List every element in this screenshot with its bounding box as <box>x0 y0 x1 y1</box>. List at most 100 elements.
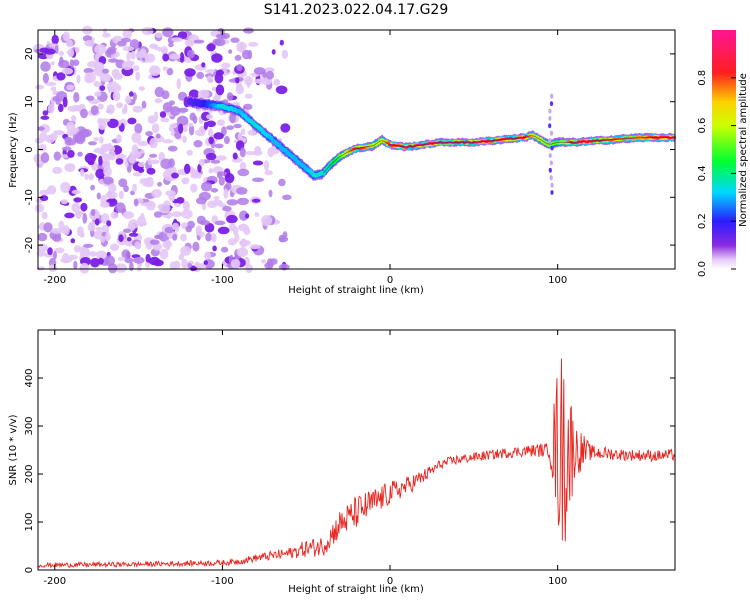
spectrogram-noise-blob <box>84 40 95 47</box>
spectrogram-noise-blob <box>229 222 236 232</box>
spectrogram-noise-blob <box>83 243 94 248</box>
spectrogram-noise-blob <box>107 46 117 52</box>
spectrogram-noise-blob <box>165 245 171 251</box>
spectrogram-noise-blob <box>79 262 90 274</box>
spectrogram-noise-blob <box>254 212 260 217</box>
spectrogram-noise-blob <box>100 236 106 243</box>
spectrogram-noise-blob <box>72 59 80 66</box>
spectrogram-noise-blob <box>73 245 81 253</box>
spectrogram-noise-blob <box>161 90 170 100</box>
spectrogram-spike-blob <box>550 93 554 99</box>
spectrogram-noise-blob <box>201 181 212 192</box>
spectrogram-noise-blob <box>203 260 208 265</box>
spectrogram-noise-blob <box>266 70 274 80</box>
spectrogram-noise-blob <box>141 27 154 35</box>
spectrogram-noise-blob <box>225 182 232 191</box>
spectrogram-spike-blob <box>548 116 552 121</box>
spectrogram-noise-blob <box>206 43 216 52</box>
spectrogram-noise-blob <box>64 212 75 219</box>
y-tick-label: -10 <box>24 189 35 205</box>
snr-series <box>37 358 676 569</box>
spectrogram-noise-blob <box>264 170 274 176</box>
spectrogram-noise-blob <box>188 124 195 136</box>
spectrogram-noise-blob <box>122 45 135 52</box>
spectrogram-noise-blob <box>245 93 253 99</box>
spectrogram-noise-blob <box>118 234 124 242</box>
spectrogram-noise-blob <box>59 227 69 234</box>
spectrogram-noise-blob <box>281 49 289 59</box>
spectrogram-noise-blob <box>212 245 217 252</box>
spectrogram-noise-blob <box>58 103 64 113</box>
spectrogram-noise-blob <box>236 247 249 257</box>
spectrogram-noise-blob <box>214 73 224 84</box>
spectrogram-noise-blob <box>166 67 174 76</box>
spectrogram-noise-blob <box>132 105 143 113</box>
spectrogram-noise-blob <box>217 226 230 235</box>
spectrogram-noise-blob <box>185 225 192 233</box>
spectrogram-spike-blob <box>548 138 552 144</box>
spectrogram-noise-blob <box>215 69 224 76</box>
spectrogram-noise-blob <box>165 190 176 197</box>
spectrogram-noise-blob <box>203 121 208 130</box>
spectrogram-noise-blob <box>189 167 195 175</box>
spectrogram-noise-blob <box>237 197 249 206</box>
spectrogram-noise-blob <box>133 198 139 207</box>
spectrogram-noise-blob <box>71 202 81 213</box>
spectrogram-noise-blob <box>252 160 264 166</box>
snr-plot-area <box>38 330 675 570</box>
spectrogram-noise-blob <box>162 102 172 113</box>
spectrogram-noise-blob <box>181 177 190 185</box>
spectrogram-ridge-segment <box>265 133 270 137</box>
spectrogram-noise-blob <box>74 47 80 54</box>
spectrogram-noise-blob <box>118 190 124 200</box>
spectrogram-noise-blob <box>94 44 107 55</box>
spectrogram-noise-blob <box>133 256 145 264</box>
spectrogram-noise-blob <box>99 136 104 144</box>
spectrogram-noise-blob <box>168 42 174 48</box>
spectrogram-noise-blob <box>38 144 47 152</box>
spectrogram-noise-blob <box>241 49 251 60</box>
spectrogram-noise-blob <box>98 155 103 166</box>
spectrogram-noise-blob <box>269 258 278 265</box>
spectrogram-ridge-segment <box>269 136 274 140</box>
spectrogram-noise-blob <box>123 103 128 114</box>
spectrogram-noise-blob <box>149 43 158 49</box>
spectrogram-noise-blob <box>97 257 104 265</box>
spectrogram-noise-blob <box>141 52 149 58</box>
spectrogram-noise-blob <box>223 188 229 199</box>
x-tick-label: -100 <box>211 576 234 587</box>
spectrogram-noise-blob <box>233 123 242 129</box>
snr-x-ticks: -200 -100 0 100 <box>43 330 567 587</box>
spectrogram-noise-blob <box>71 189 81 195</box>
spectrogram-noise-blob <box>145 253 151 263</box>
spectrogram-noise-blob <box>88 173 94 181</box>
spectrogram-noise-blob <box>40 152 50 164</box>
spectrogram-noise-blob <box>236 187 248 195</box>
spectrogram-noise-blob <box>187 49 195 59</box>
spectrogram-noise-blob <box>102 68 110 74</box>
spectrogram-noise-blob <box>138 86 145 91</box>
spectrogram-noise-blob <box>45 82 57 86</box>
spectrogram-spike-blob <box>550 190 554 195</box>
spectrogram-noise-blob <box>53 251 57 260</box>
spectrogram-noise-blob <box>230 258 241 269</box>
spectrogram-noise-blob <box>118 178 128 188</box>
spectrogram-noise-blob <box>102 176 114 185</box>
spectrogram-noise-blob <box>167 145 178 152</box>
spectrogram-noise-blob <box>115 202 126 213</box>
spectrogram-noise-blob <box>279 39 284 46</box>
spectrogram-noise-blob <box>254 145 262 155</box>
spectrogram-noise-blob <box>73 92 80 103</box>
spectrogram-noise-blob <box>192 241 200 252</box>
spectrogram-noise-blob <box>243 27 254 34</box>
spectrogram-noise-blob <box>224 173 235 184</box>
spectrogram-noise-blob <box>135 50 145 59</box>
spectrogram-noise-blob <box>42 73 50 84</box>
spectrogram-noise-blob <box>107 118 119 129</box>
spectrogram-noise-blob <box>87 223 96 232</box>
spectrogram-noise-blob <box>131 132 142 144</box>
spectrogram-noise-blob <box>93 61 105 70</box>
spectrogram-noise-blob <box>43 48 56 55</box>
spectrogram-noise-blob <box>137 265 142 272</box>
spectrogram-noise-blob <box>273 78 281 86</box>
